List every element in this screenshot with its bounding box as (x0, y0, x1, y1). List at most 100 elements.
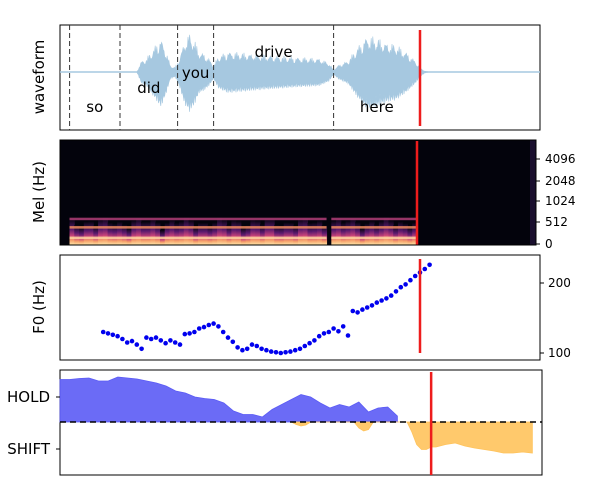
mel-column (226, 224, 232, 245)
f0-point (393, 289, 399, 294)
mel-ylabel: Mel (Hz) (30, 161, 48, 223)
mel-column (336, 218, 342, 245)
f0-point (398, 284, 404, 290)
mel-column (83, 221, 90, 245)
f0-point (422, 266, 428, 272)
f0-tick-label: 200 (548, 276, 571, 290)
mel-tick-label: 4096 (545, 152, 576, 166)
word-label: here (360, 98, 394, 116)
f0-point (163, 340, 168, 346)
f0-point (283, 350, 288, 355)
mel-column (74, 224, 80, 245)
mel-column (298, 218, 304, 245)
mel-column (274, 224, 280, 245)
waveform-layer: so did you drive here (60, 25, 540, 130)
mel-column (174, 222, 180, 245)
mel-column (217, 217, 223, 245)
f0-point (355, 310, 360, 315)
f0-point (331, 326, 336, 331)
f0-point (240, 347, 245, 353)
mel-edge-strip (530, 140, 536, 245)
f0-point (427, 262, 432, 268)
f0-point (235, 345, 240, 350)
mel-column (212, 222, 218, 245)
mel-column (221, 219, 228, 245)
f0-point (105, 331, 111, 336)
word-label: drive (255, 43, 293, 61)
f0-point (254, 343, 260, 349)
mel-column (169, 219, 175, 245)
mel-column (145, 221, 151, 245)
mel-harmonic-band (69, 217, 327, 221)
f0-ticks: 100 200 (540, 276, 571, 360)
mel-column (388, 220, 394, 245)
f0-point (297, 346, 303, 352)
mel-column (179, 221, 185, 245)
f0-point (148, 336, 154, 342)
mel-tick-label: 512 (545, 215, 568, 229)
f0-point (201, 324, 207, 330)
mel-tick-label: 2048 (545, 174, 576, 188)
f0-point (129, 338, 135, 344)
word-label: did (137, 79, 160, 97)
mel-column (369, 220, 375, 245)
mel-column (112, 223, 118, 245)
f0-point (345, 333, 351, 338)
f0-point (369, 303, 375, 308)
f0-point (196, 326, 202, 331)
f0-point (153, 335, 159, 340)
mel-column (202, 222, 209, 245)
f0-point (244, 346, 250, 352)
f0-frame (59, 254, 541, 361)
mel-column (312, 222, 318, 245)
hs-tick-label: HOLD (7, 388, 50, 406)
mel-column (283, 222, 289, 245)
mel-column (407, 227, 413, 245)
f0-layer (100, 259, 432, 356)
mel-column (345, 220, 351, 245)
mel-column (293, 225, 299, 245)
mel-column (393, 225, 399, 245)
mel-column (278, 225, 285, 245)
mel-column (188, 220, 194, 245)
panel-mel: 0 512 1024 2048 4096 Mel (Hz) (30, 139, 576, 251)
mel-column (107, 222, 113, 245)
hold-shift-layer (59, 372, 542, 475)
mel-column (93, 225, 99, 245)
f0-point (408, 277, 413, 283)
f0-point (340, 324, 346, 329)
panel-f0: 100 200 F0 (Hz) (30, 254, 571, 361)
mel-column (69, 218, 75, 245)
mel-column (250, 219, 256, 245)
f0-point (216, 324, 221, 329)
mel-column (331, 220, 337, 245)
mel-layer (69, 140, 536, 245)
f0-point (168, 338, 173, 343)
f0-point (144, 335, 149, 340)
panel-hold-shift: HOLD SHIFT (7, 369, 543, 476)
area-hold (59, 376, 398, 423)
mel-tick-label: 0 (545, 237, 553, 251)
mel-column (164, 222, 170, 245)
f0-point (192, 329, 197, 335)
mel-column (378, 220, 385, 245)
mel-column (121, 224, 128, 245)
mel-column (183, 217, 190, 245)
mel-column (402, 223, 408, 245)
mel-column (98, 218, 104, 245)
f0-point (307, 340, 312, 346)
waveform-ylabel: waveform (30, 40, 48, 115)
mel-column (245, 225, 251, 245)
mel-column (259, 224, 266, 245)
mel-column (131, 220, 137, 245)
f0-point (264, 347, 269, 353)
mel-column (240, 227, 247, 245)
mel-column (374, 224, 380, 245)
mel-column (102, 217, 109, 245)
mel-column (264, 218, 270, 245)
f0-point (182, 331, 188, 337)
mel-column (79, 226, 85, 245)
f0-point (336, 329, 341, 334)
f0-point (384, 296, 389, 301)
mel-harmonic-band (331, 236, 417, 240)
